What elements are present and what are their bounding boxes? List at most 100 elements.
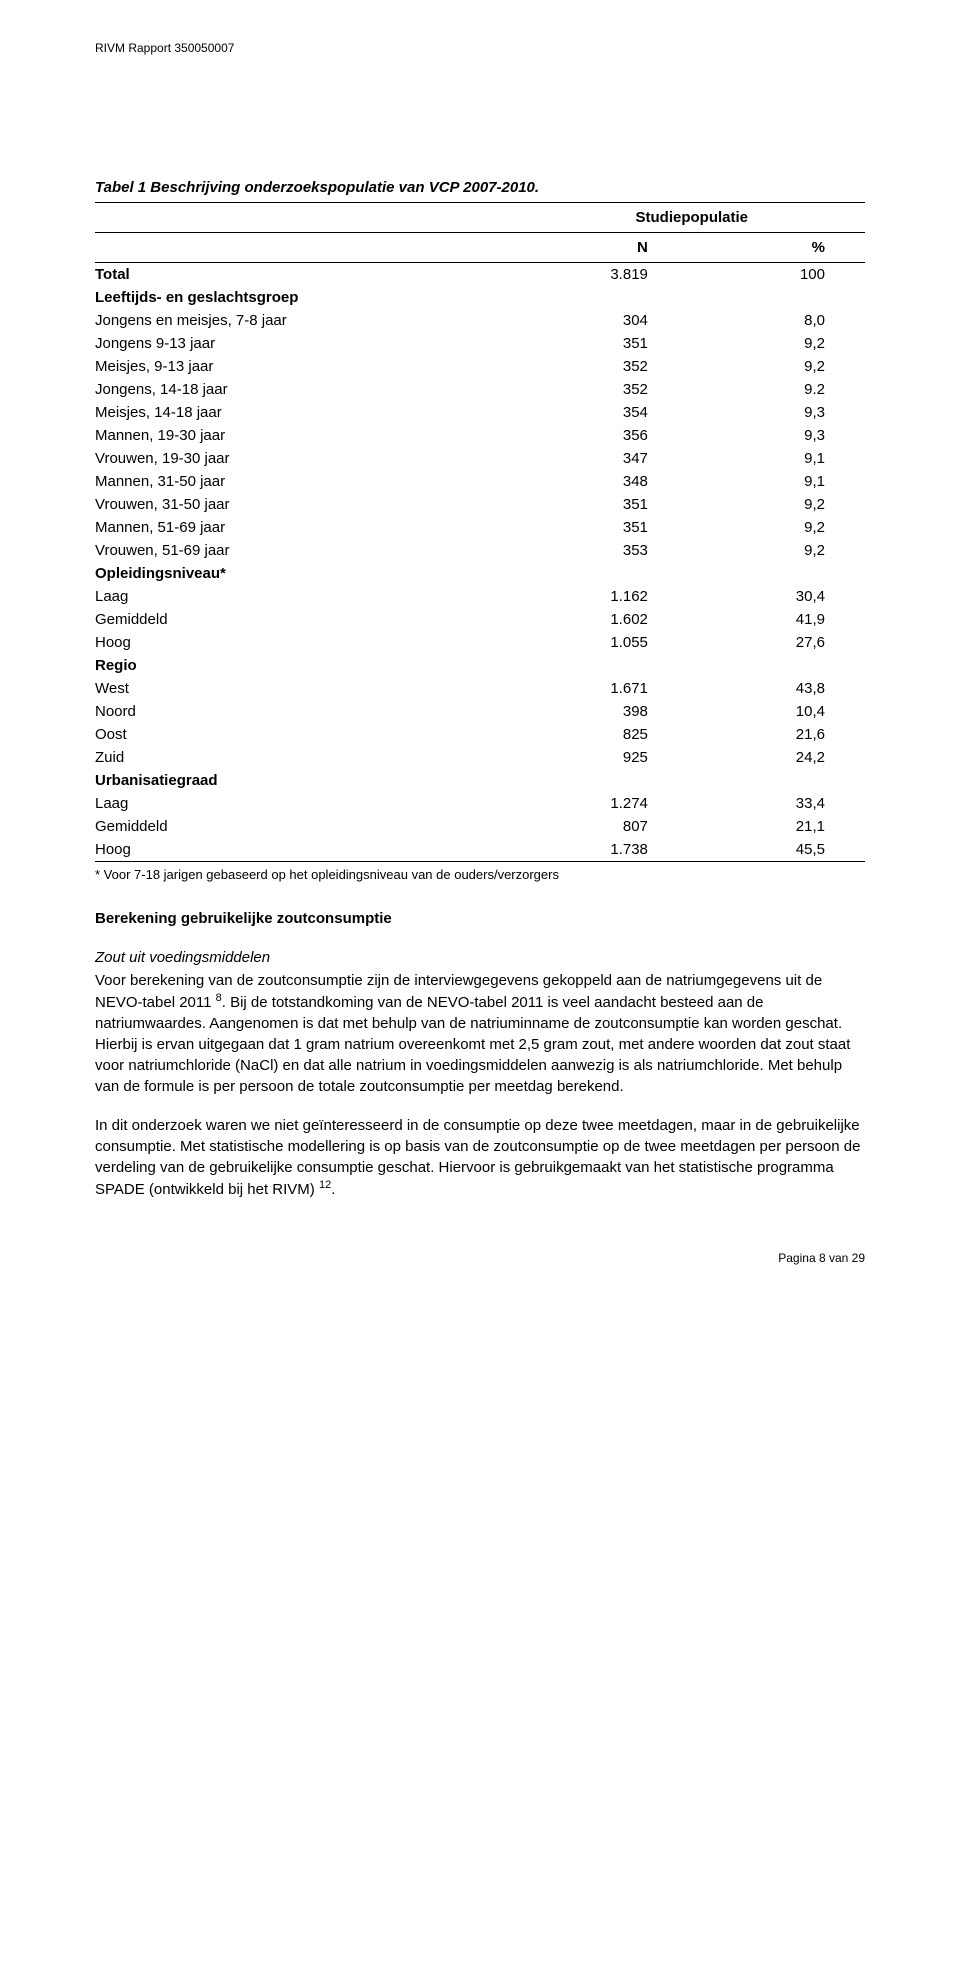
row-n: 1.738: [519, 838, 688, 862]
row-label: Jongens en meisjes, 7-8 jaar: [95, 309, 519, 332]
table-title: Tabel 1 Beschrijving onderzoekspopulatie…: [95, 177, 865, 198]
row-label: Leeftijds- en geslachtsgroep: [95, 286, 519, 309]
para2-text-b: .: [331, 1181, 335, 1198]
paragraph-2: In dit onderzoek waren we niet geïnteres…: [95, 1115, 865, 1200]
row-n: [519, 769, 688, 792]
table-row: Vrouwen, 51-69 jaar3539,2: [95, 539, 865, 562]
row-n: 398: [519, 700, 688, 723]
row-label: Jongens, 14-18 jaar: [95, 378, 519, 401]
row-n: 354: [519, 401, 688, 424]
para2-text-a: In dit onderzoek waren we niet geïnteres…: [95, 1117, 860, 1198]
row-pct: [688, 562, 865, 585]
row-n: 353: [519, 539, 688, 562]
row-pct: 27,6: [688, 631, 865, 654]
row-label: Meisjes, 14-18 jaar: [95, 401, 519, 424]
table-row: Mannen, 51-69 jaar3519,2: [95, 516, 865, 539]
row-pct: [688, 769, 865, 792]
row-label: West: [95, 677, 519, 700]
row-n: 352: [519, 355, 688, 378]
table-row: Laag1.27433,4: [95, 792, 865, 815]
row-label: Oost: [95, 723, 519, 746]
table-row: Opleidingsniveau*: [95, 562, 865, 585]
page-footer: Pagina 8 van 29: [95, 1250, 865, 1267]
row-pct: 9,2: [688, 516, 865, 539]
row-label: Gemiddeld: [95, 815, 519, 838]
table-row: Zuid92524,2: [95, 746, 865, 769]
row-label: Laag: [95, 792, 519, 815]
population-table: Studiepopulatie N % Total3.819100Leeftij…: [95, 202, 865, 862]
row-n: 925: [519, 746, 688, 769]
table-row: Vrouwen, 31-50 jaar3519,2: [95, 493, 865, 516]
row-pct: 41,9: [688, 608, 865, 631]
table-row: Jongens 9-13 jaar3519,2: [95, 332, 865, 355]
row-label: Mannen, 31-50 jaar: [95, 470, 519, 493]
row-pct: 24,2: [688, 746, 865, 769]
table-row: Vrouwen, 19-30 jaar3479,1: [95, 447, 865, 470]
table-row: Oost82521,6: [95, 723, 865, 746]
row-label: Mannen, 19-30 jaar: [95, 424, 519, 447]
row-n: 1.055: [519, 631, 688, 654]
table-row: Mannen, 19-30 jaar3569,3: [95, 424, 865, 447]
table-row: Laag1.16230,4: [95, 585, 865, 608]
row-pct: 45,5: [688, 838, 865, 862]
row-label: Vrouwen, 31-50 jaar: [95, 493, 519, 516]
row-n: 807: [519, 815, 688, 838]
row-n: 351: [519, 516, 688, 539]
table-row: Gemiddeld1.60241,9: [95, 608, 865, 631]
row-pct: 9,3: [688, 401, 865, 424]
row-pct: 8,0: [688, 309, 865, 332]
table-row: Gemiddeld80721,1: [95, 815, 865, 838]
row-pct: 9.2: [688, 378, 865, 401]
row-pct: 10,4: [688, 700, 865, 723]
row-label: Zuid: [95, 746, 519, 769]
table-row: Hoog1.05527,6: [95, 631, 865, 654]
row-label: Urbanisatiegraad: [95, 769, 519, 792]
row-label: Vrouwen, 51-69 jaar: [95, 539, 519, 562]
citation-12: 12: [319, 1179, 331, 1191]
table-row: West1.67143,8: [95, 677, 865, 700]
row-n: 1.602: [519, 608, 688, 631]
row-label: Regio: [95, 654, 519, 677]
table-row: Mannen, 31-50 jaar3489,1: [95, 470, 865, 493]
row-pct: 100: [688, 262, 865, 286]
row-pct: 33,4: [688, 792, 865, 815]
row-n: 1.162: [519, 585, 688, 608]
row-n: 351: [519, 332, 688, 355]
row-pct: 9,2: [688, 539, 865, 562]
row-n: 304: [519, 309, 688, 332]
row-pct: [688, 286, 865, 309]
table-row: Meisjes, 14-18 jaar3549,3: [95, 401, 865, 424]
table-row: Hoog1.73845,5: [95, 838, 865, 862]
table-row: Regio: [95, 654, 865, 677]
row-pct: 9,1: [688, 470, 865, 493]
table-row: Total3.819100: [95, 262, 865, 286]
col-pct: %: [688, 232, 865, 262]
subheading: Zout uit voedingsmiddelen: [95, 947, 865, 968]
table-row: Leeftijds- en geslachtsgroep: [95, 286, 865, 309]
row-label: Laag: [95, 585, 519, 608]
row-pct: 21,6: [688, 723, 865, 746]
row-pct: 43,8: [688, 677, 865, 700]
row-label: Gemiddeld: [95, 608, 519, 631]
table-row: Jongens, 14-18 jaar3529.2: [95, 378, 865, 401]
row-n: 1.671: [519, 677, 688, 700]
table-footnote: * Voor 7-18 jarigen gebaseerd op het opl…: [95, 866, 865, 884]
section-heading: Berekening gebruikelijke zoutconsumptie: [95, 908, 865, 929]
row-label: Total: [95, 262, 519, 286]
row-pct: 9,2: [688, 355, 865, 378]
row-pct: 9,3: [688, 424, 865, 447]
row-pct: 30,4: [688, 585, 865, 608]
row-label: Opleidingsniveau*: [95, 562, 519, 585]
col-n: N: [519, 232, 688, 262]
col-studiepopulatie: Studiepopulatie: [519, 202, 866, 232]
row-label: Jongens 9-13 jaar: [95, 332, 519, 355]
row-n: 351: [519, 493, 688, 516]
row-label: Hoog: [95, 631, 519, 654]
row-label: Meisjes, 9-13 jaar: [95, 355, 519, 378]
row-n: 352: [519, 378, 688, 401]
row-pct: [688, 654, 865, 677]
row-n: 1.274: [519, 792, 688, 815]
row-label: Hoog: [95, 838, 519, 862]
row-n: 3.819: [519, 262, 688, 286]
table-row: Noord39810,4: [95, 700, 865, 723]
